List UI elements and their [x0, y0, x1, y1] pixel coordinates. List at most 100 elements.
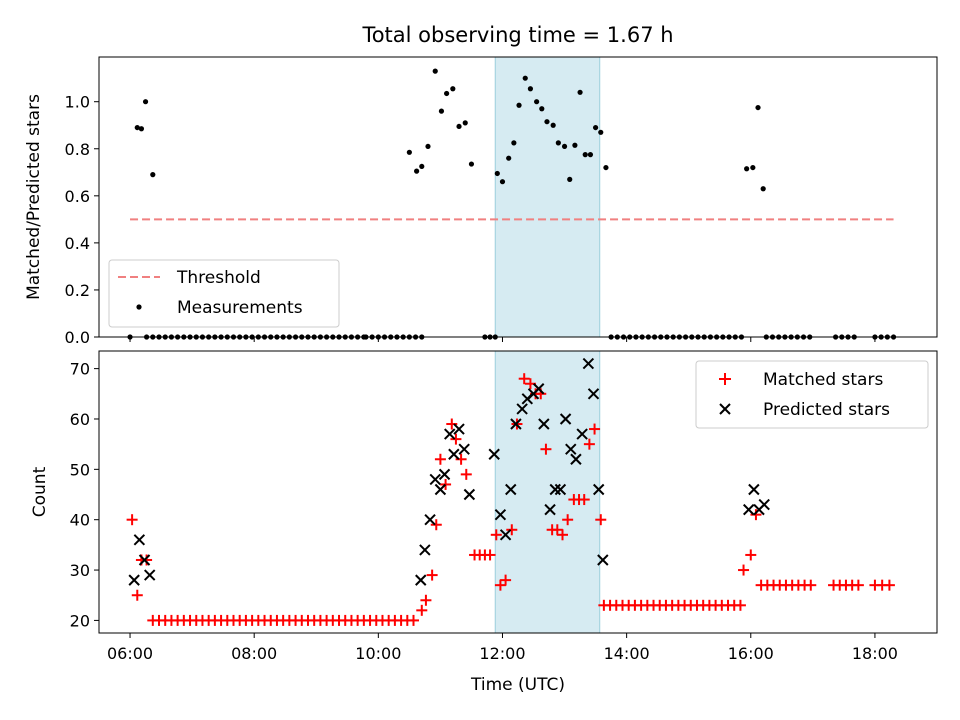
- highlight-span-bottom: [494, 350, 601, 634]
- predicted-star-point: [565, 443, 577, 455]
- measurement-point: [550, 122, 556, 128]
- measurement-point: [522, 75, 528, 81]
- matched-star-point: [141, 554, 153, 566]
- y-tick-label: 0.4: [65, 234, 90, 253]
- measurement-point: [150, 172, 156, 178]
- measurement-point: [450, 86, 456, 92]
- measurement-point: [567, 176, 573, 182]
- x-tick-label: 18:00: [852, 644, 898, 663]
- matched-star-point: [450, 433, 462, 445]
- matched-star-point: [430, 519, 442, 531]
- predicted-star-point: [758, 498, 770, 511]
- x-tick-label: 16:00: [728, 644, 774, 663]
- matched-star-point: [440, 478, 452, 490]
- legend-bottom-box: [695, 360, 929, 429]
- measurement-point: [544, 119, 550, 125]
- x-tick-label: 08:00: [231, 644, 277, 663]
- matched-star-point: [883, 579, 895, 591]
- matched-star-point: [490, 529, 502, 541]
- predicted-star-point: [597, 554, 609, 566]
- predicted-star-point: [453, 423, 465, 435]
- legend-predicted-label: Predicted stars: [763, 400, 890, 420]
- matched-star-point: [126, 514, 138, 526]
- matched-star-point: [551, 524, 563, 536]
- y-tick-label: 40: [70, 511, 90, 530]
- predicted-star-point: [133, 534, 146, 546]
- measurement-point: [406, 149, 412, 155]
- y-tick-label: 70: [70, 360, 90, 379]
- matched-star-point: [408, 614, 420, 626]
- measurement-point: [755, 104, 761, 111]
- x-tick-label: 10:00: [355, 644, 401, 663]
- matched-star-point: [426, 569, 438, 581]
- top-panel-frame: [98, 56, 938, 338]
- predicted-star-point: [592, 483, 605, 496]
- predicted-star-point: [549, 483, 561, 496]
- matched-star-point: [734, 599, 746, 611]
- predicted-star-point: [128, 574, 140, 586]
- y-tick-label: 1.0: [65, 93, 90, 112]
- measurement-point: [603, 164, 609, 171]
- chart-title: Total observing time = 1.67 h: [361, 23, 673, 47]
- predicted-star-point: [587, 388, 600, 400]
- y-tick-label: 50: [70, 460, 90, 479]
- predicted-star-point: [532, 383, 545, 395]
- matched-star-point: [420, 594, 432, 606]
- measurement-point: [572, 142, 578, 148]
- x-axis-ticks-bottom: 06:00 08:00 10:00 12:00 14:00 16:00 18:00: [107, 633, 898, 663]
- predicted-star-point: [494, 508, 507, 521]
- legend-matched-swatch: [719, 373, 731, 385]
- measurement-point: [516, 102, 522, 108]
- measurement-point: [587, 152, 594, 158]
- matched-star-point: [583, 438, 595, 450]
- matched-star-point: [578, 494, 590, 506]
- predicted-star-point: [576, 428, 588, 440]
- top-panel: 0.0 0.2 0.4 0.6 0.8 1.0 Matched/Predicted sta…: [24, 56, 938, 347]
- predicted-star-point: [510, 418, 522, 430]
- predicted-star-point: [505, 483, 517, 496]
- predicted-star-point: [499, 529, 512, 541]
- measurement-point: [468, 161, 475, 167]
- x-axis-ticks-top: [129, 337, 876, 342]
- measurement-point: [760, 186, 766, 192]
- predicted-star-point: [748, 483, 760, 496]
- x-axis-label: Time (UTC): [470, 675, 565, 695]
- y-tick-label: 0.0: [65, 328, 90, 347]
- x-tick-label: 14:00: [604, 644, 650, 663]
- measurement-point: [534, 99, 540, 105]
- matched-star-point: [556, 529, 568, 541]
- predicted-star-point: [434, 483, 447, 496]
- x-tick-label: 06:00: [107, 644, 153, 663]
- measurement-point: [561, 143, 568, 150]
- predicted-stars-series: [128, 357, 770, 586]
- y-tick-label: 0.8: [65, 140, 90, 159]
- predicted-star-point: [415, 574, 427, 586]
- predicted-star-point: [143, 569, 156, 581]
- measurement-point: [134, 124, 140, 131]
- matched-star-point: [494, 579, 506, 591]
- legend-bottom: Matched stars Predicted stars: [695, 360, 929, 429]
- predicted-star-point: [444, 428, 456, 440]
- predicted-star-point: [516, 403, 528, 415]
- predicted-star-point: [429, 473, 441, 486]
- matched-star-point: [805, 579, 817, 591]
- measurement-point: [750, 164, 756, 171]
- y-axis-label-top: Matched/Predicted stars: [24, 94, 44, 300]
- matched-star-point: [750, 509, 762, 521]
- matched-star-point: [745, 549, 757, 561]
- legend-measurements-swatch: [136, 304, 142, 310]
- predicted-star-point: [448, 448, 460, 460]
- measurement-point: [527, 86, 534, 92]
- predicted-star-point: [424, 513, 436, 526]
- y-tick-label: 0.2: [65, 281, 90, 300]
- predicted-star-point: [419, 544, 431, 556]
- y-tick-label: 0.6: [65, 187, 90, 206]
- measurement-point: [592, 124, 599, 131]
- y-axis-ticks-top: 0.0 0.2 0.4 0.6 0.8 1.0: [65, 93, 99, 347]
- legend-top-box: [108, 259, 340, 328]
- y-tick-label: 30: [70, 561, 90, 580]
- measurement-point: [419, 163, 425, 170]
- matched-star-point: [434, 453, 446, 465]
- measurement-point: [506, 155, 512, 161]
- predicted-star-point: [544, 503, 556, 516]
